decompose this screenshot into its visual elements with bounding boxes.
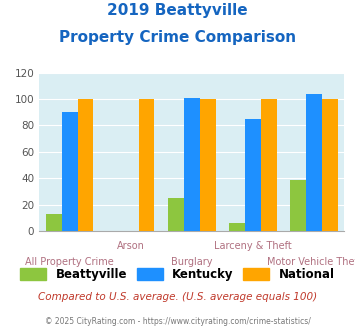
Bar <box>290 180 306 231</box>
Bar <box>46 214 62 231</box>
Bar <box>138 99 154 231</box>
Text: 2019 Beattyville: 2019 Beattyville <box>107 3 248 18</box>
Text: © 2025 CityRating.com - https://www.cityrating.com/crime-statistics/: © 2025 CityRating.com - https://www.city… <box>45 317 310 326</box>
Text: All Property Crime: All Property Crime <box>25 257 114 267</box>
Text: Larceny & Theft: Larceny & Theft <box>214 241 292 251</box>
Text: Burglary: Burglary <box>171 257 212 267</box>
Bar <box>200 99 215 231</box>
Bar <box>261 99 277 231</box>
Legend: Beattyville, Kentucky, National: Beattyville, Kentucky, National <box>16 263 339 286</box>
Bar <box>306 94 322 231</box>
Bar <box>184 98 200 231</box>
Text: Motor Vehicle Theft: Motor Vehicle Theft <box>267 257 355 267</box>
Bar <box>322 99 338 231</box>
Text: Compared to U.S. average. (U.S. average equals 100): Compared to U.S. average. (U.S. average … <box>38 292 317 302</box>
Bar <box>229 223 245 231</box>
Bar <box>168 198 184 231</box>
Text: Arson: Arson <box>117 241 144 251</box>
Text: Property Crime Comparison: Property Crime Comparison <box>59 30 296 45</box>
Bar <box>245 119 261 231</box>
Bar <box>62 112 77 231</box>
Bar <box>77 99 93 231</box>
